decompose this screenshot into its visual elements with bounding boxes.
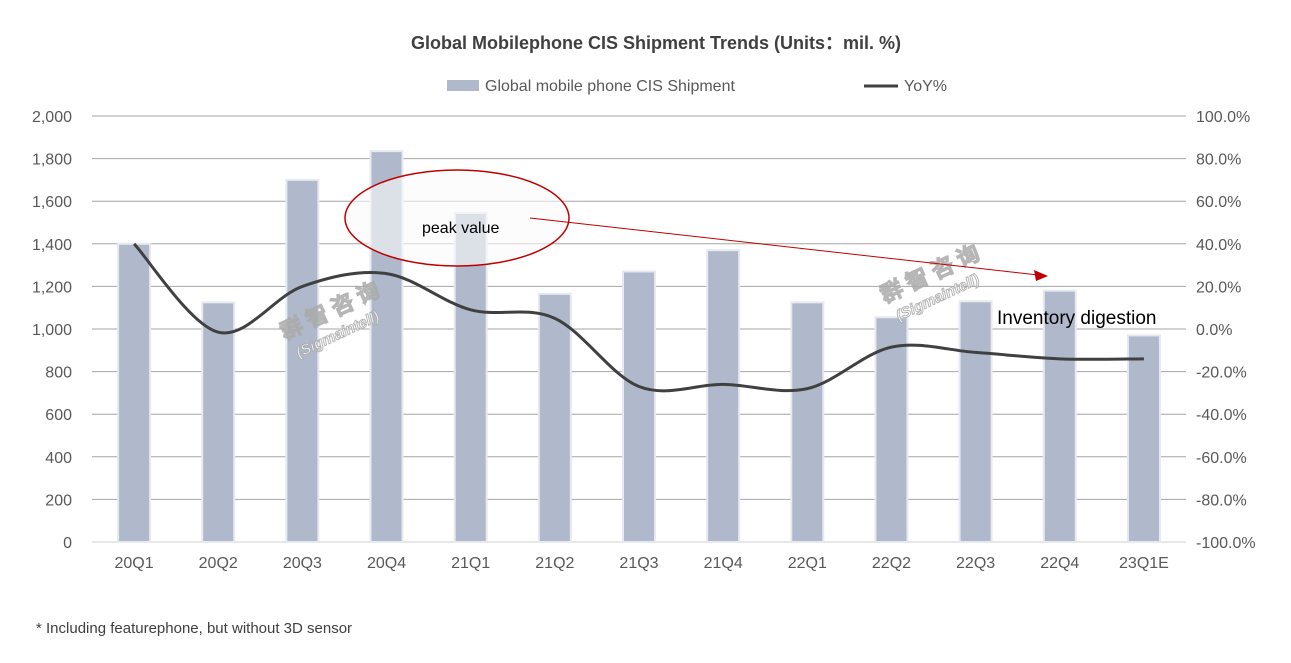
- y-right-tick: 40.0%: [1196, 237, 1241, 254]
- y-right-tick: 20.0%: [1196, 279, 1241, 296]
- legend-bar-label: Global mobile phone CIS Shipment: [485, 78, 735, 95]
- y-left-tick: 2,000: [32, 109, 72, 126]
- x-tick: 22Q3: [956, 555, 995, 572]
- y-right-tick: 80.0%: [1196, 152, 1241, 169]
- y-left-tick: 0: [63, 535, 72, 552]
- x-tick: 22Q4: [1040, 555, 1079, 572]
- digestion-annotation: Inventory digestion: [997, 308, 1157, 329]
- bar-22Q3: [958, 300, 993, 543]
- bar-21Q2: [537, 292, 572, 544]
- y-right-tick: 0.0%: [1196, 322, 1232, 339]
- x-tick: 21Q3: [619, 555, 658, 572]
- x-tick: 20Q1: [115, 555, 154, 572]
- bar-22Q1: [790, 301, 825, 543]
- bar-21Q4: [706, 249, 741, 543]
- footnote: * Including featurephone, but without 3D…: [36, 620, 352, 637]
- y-right-tick: -100.0%: [1196, 535, 1256, 552]
- peak-ellipse: [344, 169, 570, 267]
- bar-22Q2: [874, 316, 909, 543]
- bar-20Q3: [285, 178, 320, 543]
- y-right-tick: -60.0%: [1196, 450, 1247, 467]
- bar-20Q2: [201, 301, 236, 543]
- x-tick: 21Q2: [535, 555, 574, 572]
- trend-arrow-line: [529, 217, 1039, 276]
- chart-title: Global Mobilephone CIS Shipment Trends (…: [411, 33, 901, 53]
- bar-21Q3: [622, 270, 656, 543]
- y-left-tick: 1,200: [32, 279, 72, 296]
- y-left-tick: 200: [45, 492, 72, 509]
- legend-line-label: YoY%: [904, 78, 947, 95]
- x-tick: 20Q2: [199, 555, 238, 572]
- x-tick: 21Q1: [451, 555, 490, 572]
- x-tick: 22Q2: [872, 555, 911, 572]
- yoy-line: [132, 242, 1144, 393]
- x-tick: 21Q4: [704, 555, 743, 572]
- y-right-tick: 100.0%: [1196, 109, 1250, 126]
- y-left-tick: 800: [45, 365, 72, 382]
- x-tick: 23Q1E: [1119, 555, 1169, 572]
- y-left-tick: 1,600: [32, 194, 72, 211]
- bar-23Q1E: [1126, 334, 1161, 544]
- y-left-tick: 400: [45, 450, 72, 467]
- bar-20Q1: [117, 242, 152, 544]
- x-tick: 22Q1: [788, 555, 827, 572]
- y-right-tick: -20.0%: [1196, 365, 1247, 382]
- y-left-tick: 1,800: [32, 152, 72, 169]
- x-tick: 20Q4: [367, 555, 406, 572]
- y-left-tick: 1,400: [32, 237, 72, 254]
- y-left-tick: 1,000: [32, 322, 72, 339]
- y-right-tick: -80.0%: [1196, 492, 1247, 509]
- y-right-tick: -40.0%: [1196, 407, 1247, 424]
- legend: Global mobile phone CIS Shipment YoY%: [447, 78, 947, 95]
- y-left-tick: 600: [45, 407, 72, 424]
- x-tick: 20Q3: [283, 555, 322, 572]
- peak-annotation: peak value: [422, 220, 499, 237]
- trend-arrow-head: [1034, 270, 1048, 281]
- bar-22Q4: [1042, 289, 1077, 543]
- y-right-tick: 60.0%: [1196, 194, 1241, 211]
- legend-bar-swatch: [447, 80, 479, 91]
